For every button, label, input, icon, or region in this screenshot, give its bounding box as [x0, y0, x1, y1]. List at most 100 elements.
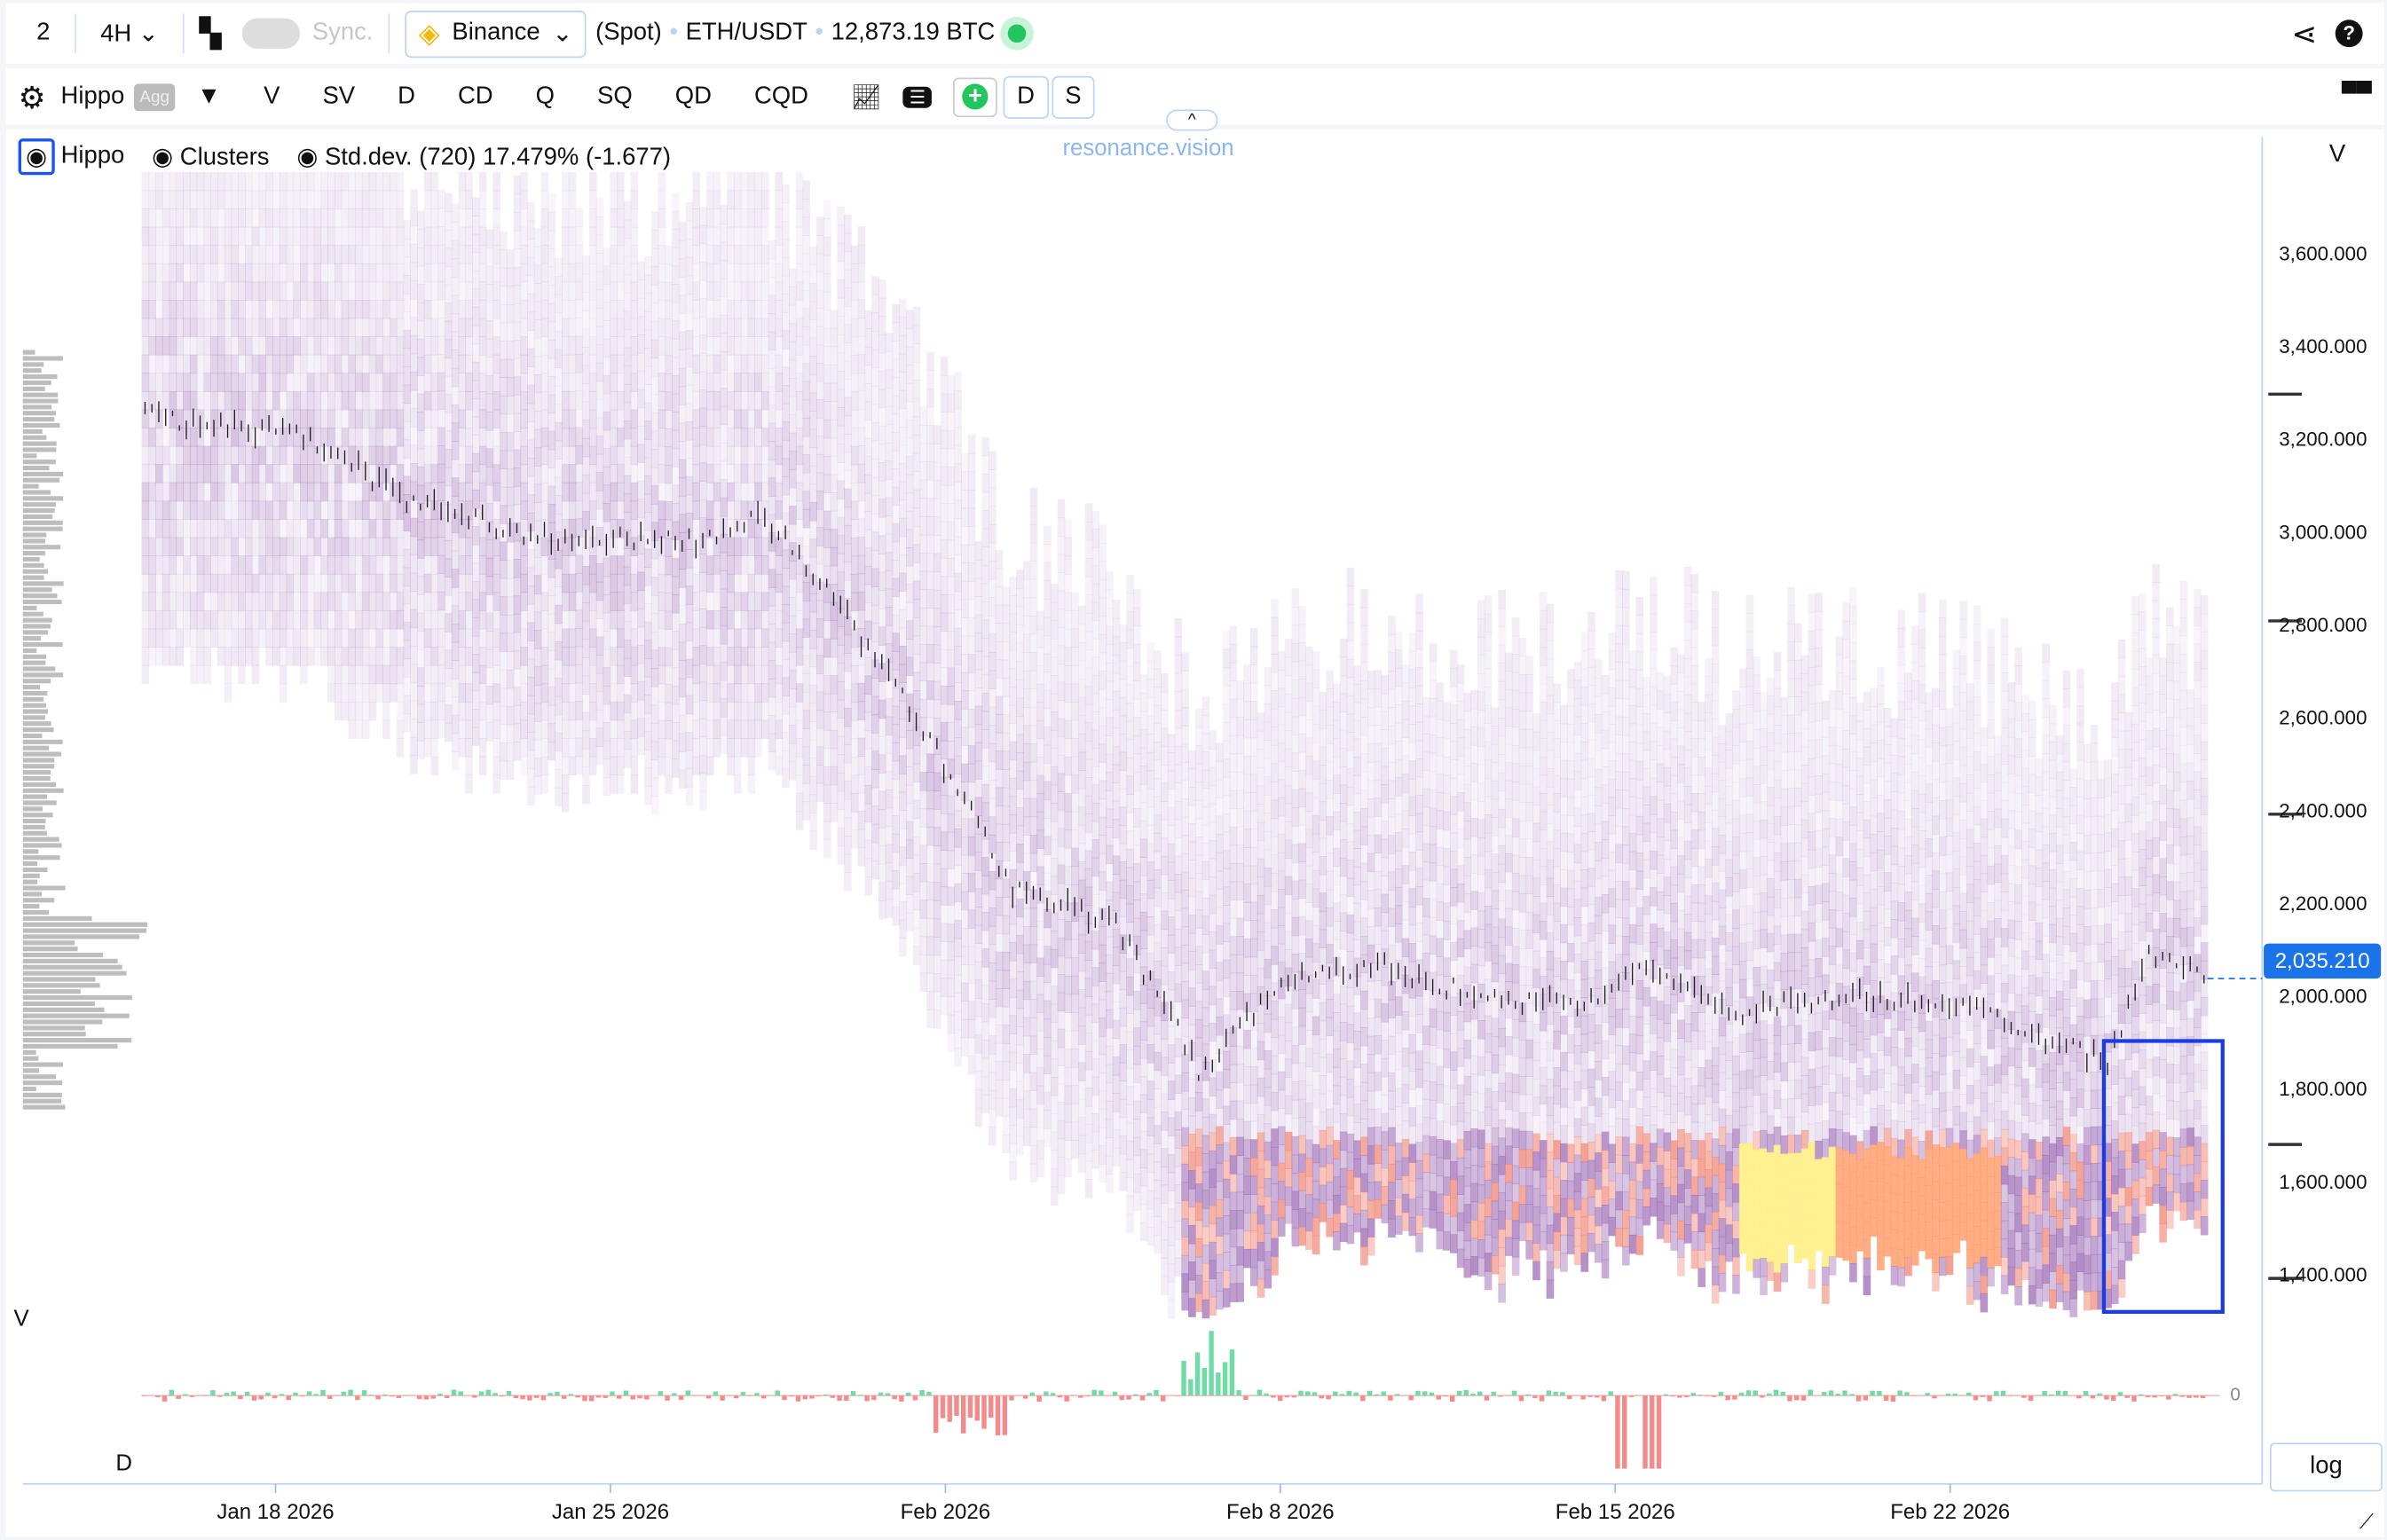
heatmap-cell [1091, 748, 1100, 767]
sync-toggle[interactable] [241, 18, 301, 49]
heatmap-cell [754, 738, 762, 758]
heatmap-cell [148, 537, 156, 557]
heatmap-cell [905, 310, 914, 329]
toolbar-item-cd[interactable]: CD [457, 83, 493, 110]
heatmap-cell [933, 680, 941, 701]
exchange-select[interactable]: ◈ Binance ⌄ [405, 10, 587, 58]
filter-icon[interactable]: ▼ [196, 83, 222, 110]
heatmap-cell [210, 354, 218, 374]
heatmap-cell [802, 454, 811, 474]
toolbar-item-q[interactable]: Q [535, 83, 555, 110]
heatmap-cell [533, 356, 542, 375]
heatmap-cell [465, 738, 473, 758]
heatmap-cell [472, 526, 480, 546]
interval-select[interactable]: 4H ⌄ [91, 15, 168, 51]
heatmap-cell [306, 373, 315, 392]
d-button[interactable]: D [1003, 75, 1049, 119]
agg-badge[interactable]: Agg [133, 83, 176, 112]
heatmap-cell [685, 530, 694, 550]
settings-gear-icon[interactable]: ⚙ [18, 81, 46, 115]
heatmap-cell [760, 537, 769, 557]
heatmap-cell [1029, 761, 1038, 781]
heatmap-cell [224, 537, 232, 557]
heatmap-cell [1077, 1135, 1086, 1155]
heatmap-cell [416, 429, 425, 450]
toolbar-item-sq[interactable]: SQ [597, 83, 633, 110]
heatmap-cell [437, 318, 445, 337]
heatmap-cell [1139, 985, 1148, 1004]
heatmap-cell [919, 753, 928, 773]
s-button[interactable]: S [1051, 75, 1096, 119]
heatmap-cell [899, 774, 907, 793]
heatmap-cell [1022, 578, 1031, 599]
heatmap-cell [809, 410, 817, 430]
toolbar-item-sv[interactable]: SV [322, 83, 356, 110]
toolbar-item-cqd[interactable]: CQD [753, 83, 808, 110]
heatmap-cell [1161, 929, 1169, 948]
heatmap-cell [1064, 957, 1073, 977]
heatmap-cell [1077, 641, 1086, 662]
help-icon[interactable]: ? [2335, 20, 2363, 48]
heatmap-cell [1174, 1129, 1183, 1149]
ruler-icon[interactable]: ▀▀ [2341, 80, 2372, 106]
line-chart-icon[interactable]: 📈︎ [851, 85, 882, 112]
heatmap-cell [610, 409, 618, 428]
heatmap-cell [630, 500, 639, 520]
heatmap-cell [892, 632, 901, 652]
heatmap-cell [672, 740, 680, 760]
heatmap-cell [506, 468, 515, 488]
heatmap-cell [995, 823, 1004, 844]
heatmap-cell [334, 390, 343, 411]
notes-icon[interactable]: ☰ [902, 86, 933, 108]
heatmap-cell [430, 281, 439, 301]
heatmap-cell [258, 245, 267, 264]
heatmap-cell [967, 837, 976, 856]
heatmap-cell [650, 577, 659, 596]
heatmap-cell [850, 281, 859, 302]
heatmap-cell [650, 412, 659, 432]
heatmap-cell [203, 464, 212, 483]
heatmap-cell [1029, 1127, 1038, 1146]
heatmap-cell [912, 654, 921, 673]
heatmap-cell [1091, 510, 1100, 530]
heatmap-cell [478, 299, 487, 319]
layout-number[interactable]: 2 [36, 20, 51, 46]
heatmap-cell [837, 224, 845, 244]
heatmap-cell [857, 737, 866, 758]
heatmap-cell [630, 464, 639, 483]
heatmap-cell [878, 516, 886, 537]
heatmap-cell [327, 537, 335, 557]
heatmap-cell [954, 463, 962, 483]
heatmap-cell [279, 373, 288, 392]
heatmap-cell [410, 664, 418, 683]
heatmap-cell [1167, 898, 1176, 918]
heatmap-cell [995, 732, 1004, 752]
heatmap-cell [320, 299, 328, 319]
dot: • [669, 20, 679, 46]
heatmap-cell [1099, 707, 1107, 727]
heatmap-cell [485, 338, 494, 358]
heatmap-cell [672, 247, 680, 267]
heatmap-cell [1119, 642, 1128, 662]
heatmap-cell [1105, 608, 1114, 627]
toolbar-item-qd[interactable]: QD [674, 83, 712, 110]
heatmap-cell [451, 586, 460, 607]
heatmap-cell [1091, 601, 1100, 621]
heatmap-cell [782, 567, 790, 587]
heatmap-cell [320, 464, 328, 483]
add-indicator-button[interactable]: + [953, 77, 997, 118]
chart-type-icon[interactable]: ▚ [200, 17, 221, 49]
heatmap-cell [341, 190, 350, 209]
heatmap-cell [850, 555, 859, 575]
toolbar-item-v[interactable]: V [264, 83, 280, 110]
collapse-toolbar-button[interactable]: ^ [1166, 109, 1218, 131]
symbol[interactable]: ETH/USDT [685, 20, 807, 46]
share-icon[interactable]: ⋖ [2291, 18, 2318, 52]
heatmap-cell [678, 350, 687, 369]
heatmap-cell [699, 626, 707, 647]
heatmap-cell [1044, 598, 1052, 618]
toolbar-item-d[interactable]: D [398, 83, 415, 110]
indicator-name[interactable]: Hippo [60, 83, 125, 110]
heatmap-cell [1181, 999, 1189, 1019]
